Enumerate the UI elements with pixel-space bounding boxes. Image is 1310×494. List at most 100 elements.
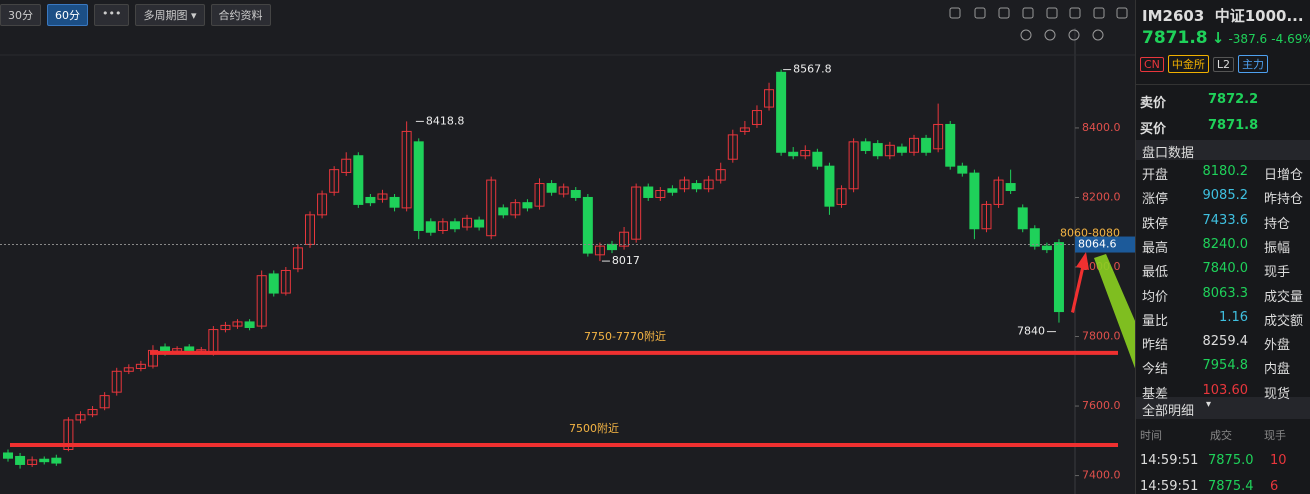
candle-body bbox=[474, 219, 485, 228]
candle-body bbox=[703, 179, 714, 190]
price: 7871.8 bbox=[1142, 28, 1208, 48]
row-value: 1.16 bbox=[1219, 309, 1248, 325]
candle-body bbox=[933, 123, 944, 150]
candle-body bbox=[594, 245, 605, 256]
tab[interactable]: 全部明细 ▾ bbox=[1136, 397, 1310, 419]
row-label: 成交量 bbox=[1264, 289, 1304, 305]
icon bbox=[1044, 29, 1056, 41]
candle-body bbox=[220, 324, 231, 331]
row-value: 7433.6 bbox=[1202, 212, 1249, 228]
row-value: 9085.2 bbox=[1202, 188, 1249, 204]
trade-cell: 6 bbox=[1270, 479, 1279, 494]
button[interactable]: 30分 bbox=[0, 4, 41, 26]
candle-body bbox=[3, 452, 13, 459]
price-box bbox=[1075, 236, 1135, 253]
candle-body bbox=[945, 123, 956, 167]
y-tick-label: 7800.0 bbox=[1082, 330, 1121, 343]
change: -387.6 bbox=[1228, 32, 1268, 46]
row-label: 昨持仓 bbox=[1264, 192, 1304, 208]
candle-body bbox=[280, 269, 291, 294]
button[interactable]: 多周期图 ▾ bbox=[135, 4, 205, 26]
row-value: 8240.0 bbox=[1202, 236, 1249, 252]
candle-body bbox=[232, 321, 243, 327]
annotation: 8567.8 bbox=[793, 63, 832, 76]
candle-body bbox=[969, 172, 980, 230]
candle-body bbox=[896, 146, 907, 153]
quote-label: 买价 bbox=[1140, 122, 1167, 137]
y-tick-label: 7400.0 bbox=[1082, 469, 1121, 482]
row-label: 量比 bbox=[1142, 313, 1169, 329]
level-label: 7500附近 bbox=[569, 421, 619, 435]
candle-body bbox=[365, 196, 376, 204]
candle-body bbox=[848, 141, 859, 190]
candle-body bbox=[389, 196, 400, 208]
tag: CN bbox=[1140, 57, 1164, 72]
candle-body bbox=[546, 183, 557, 193]
candle-body bbox=[522, 202, 533, 209]
candle-body bbox=[256, 275, 267, 327]
candle-body bbox=[15, 455, 26, 465]
candle-body bbox=[135, 363, 146, 370]
row-label: 最高 bbox=[1142, 240, 1169, 256]
row-label: 成交额 bbox=[1264, 313, 1304, 329]
candle-body bbox=[558, 186, 569, 195]
candle-body bbox=[872, 143, 883, 157]
candle-body bbox=[63, 419, 74, 451]
icon bbox=[1069, 7, 1081, 19]
candle-body bbox=[679, 179, 690, 190]
tag: L2 bbox=[1212, 57, 1235, 72]
icon bbox=[1093, 7, 1105, 19]
candle-body bbox=[341, 158, 352, 173]
candle-body bbox=[87, 409, 98, 416]
candle-body bbox=[534, 183, 545, 207]
candle-body bbox=[510, 202, 521, 216]
row-label: 现手 bbox=[1264, 265, 1291, 281]
row-label: 基差 bbox=[1142, 386, 1169, 402]
candle-body bbox=[353, 155, 364, 205]
trade-cell: 7875.4 bbox=[1208, 479, 1254, 494]
candle-body bbox=[437, 221, 448, 231]
trade-cell: 14:59:51 bbox=[1140, 453, 1199, 468]
candle-body bbox=[486, 179, 497, 237]
zone-label: 8060-8080 bbox=[1060, 227, 1120, 240]
row-label: 内盘 bbox=[1264, 362, 1291, 378]
button[interactable]: ••• bbox=[94, 4, 130, 26]
row-value: 103.60 bbox=[1202, 382, 1249, 398]
candle-body bbox=[607, 243, 617, 251]
button[interactable]: 合约资料 bbox=[210, 4, 271, 26]
quote-value: 7871.8 bbox=[1208, 118, 1259, 133]
trade-cell: 10 bbox=[1270, 453, 1287, 468]
code: IM2603 bbox=[1142, 7, 1205, 25]
row-value: 8259.4 bbox=[1202, 334, 1249, 350]
candle-body bbox=[498, 207, 509, 216]
sidebar: IM2603 中证1000... 7871.8 ↓ -387.6 -4.69% … bbox=[1135, 0, 1310, 494]
candle-body bbox=[655, 190, 666, 198]
row-value: 7840.0 bbox=[1202, 261, 1249, 277]
detail-header: 现手 bbox=[1264, 429, 1286, 442]
candle-body bbox=[776, 71, 787, 153]
candle-body bbox=[909, 137, 919, 153]
y-tick-label: 8200.0 bbox=[1082, 190, 1121, 203]
candle-body bbox=[981, 203, 992, 230]
candle-body bbox=[643, 186, 654, 198]
detail-header: 成交 bbox=[1210, 429, 1232, 442]
icon bbox=[1022, 7, 1034, 19]
candle-body bbox=[619, 231, 630, 247]
price-label: 8064.6 bbox=[1078, 238, 1117, 251]
quote-label: 卖价 bbox=[1140, 96, 1167, 111]
candle-body bbox=[462, 217, 473, 228]
candle-body bbox=[75, 414, 86, 421]
row-label: 振幅 bbox=[1264, 240, 1291, 256]
candle-body bbox=[812, 151, 823, 167]
tag: 主力 bbox=[1238, 55, 1269, 73]
candle-body bbox=[377, 193, 388, 200]
candle-body bbox=[824, 165, 835, 207]
row-value: 8180.2 bbox=[1202, 164, 1249, 179]
candle-body bbox=[449, 221, 460, 230]
section-header: 盘口数据 bbox=[1136, 140, 1310, 161]
row-label: 外盘 bbox=[1264, 338, 1291, 354]
candle-body bbox=[51, 457, 62, 464]
button[interactable]: 60分 bbox=[47, 4, 88, 26]
candle-body bbox=[1005, 183, 1016, 192]
